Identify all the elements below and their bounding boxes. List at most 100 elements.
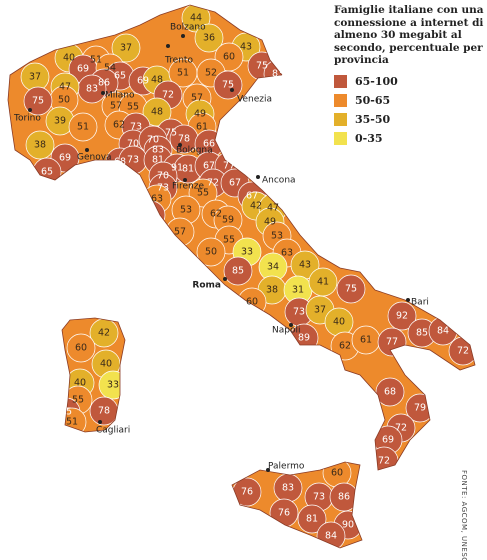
province-value: 43 — [240, 42, 252, 53]
province-value: 34 — [267, 262, 279, 273]
province-value: 51 — [90, 55, 102, 66]
province-value: 52 — [205, 68, 217, 79]
province-value: 89 — [298, 333, 310, 344]
province-value: 65 — [114, 71, 126, 82]
legend-item: 50-65 — [334, 91, 398, 110]
province-value: 91 — [171, 163, 183, 174]
province-value: 81 — [306, 514, 318, 525]
province-value: 57 — [110, 101, 122, 112]
province-value: 81 — [182, 164, 194, 175]
province-value: 53 — [271, 231, 283, 242]
province-value: 82 — [145, 210, 157, 221]
city-label: Milano — [105, 91, 135, 101]
province-value: 78 — [98, 406, 110, 417]
province-value: 75 — [222, 80, 234, 91]
legend-label: 35-50 — [355, 113, 391, 126]
province-value: 50 — [205, 247, 217, 258]
province-value: 53 — [180, 205, 192, 216]
province-value: 72 — [378, 456, 390, 467]
city-dot — [101, 91, 105, 95]
province-value: 75 — [165, 128, 177, 139]
province-value: 86 — [338, 492, 350, 503]
legend-item: 0-35 — [334, 129, 398, 148]
province-value: 51 — [66, 417, 78, 428]
province-value: 77 — [386, 337, 398, 348]
province-value: 75 — [256, 61, 268, 72]
province-value: 92 — [396, 311, 408, 322]
province-value: 48 — [151, 107, 163, 118]
cities: Bolzano Trento Venezia Milano Torino Genova Bo… — [13, 23, 429, 472]
province-value: 73 — [127, 155, 139, 166]
province-value: 60 — [75, 343, 87, 354]
province-value: 73 — [157, 183, 169, 194]
city-dot — [28, 108, 32, 112]
province — [297, 504, 327, 534]
province-value: 55 — [197, 188, 209, 199]
province-value: 81 — [152, 155, 164, 166]
province — [68, 112, 98, 142]
province — [196, 237, 226, 267]
province-value: 42 — [250, 201, 262, 212]
province — [223, 256, 253, 286]
province — [23, 86, 53, 116]
province-value: 67 — [246, 191, 258, 202]
province-value: 66 — [203, 139, 215, 150]
city-dot — [266, 468, 270, 472]
legend-label: 0-35 — [355, 132, 383, 145]
province-value: 76 — [278, 508, 290, 519]
province-value: 68 — [114, 157, 126, 168]
province-value: 76 — [241, 487, 253, 498]
city-dot — [166, 44, 170, 48]
province-value: 70 — [147, 135, 159, 146]
province-value: 90 — [342, 520, 354, 531]
legend-swatch — [334, 75, 347, 88]
province-value: 38 — [34, 140, 46, 151]
legend-swatch — [334, 132, 347, 145]
province-value: 43 — [299, 260, 311, 271]
province-value: 62 — [113, 120, 125, 131]
city-dot — [289, 323, 293, 327]
province-value: 84 — [437, 326, 449, 337]
province-value: 69 — [59, 153, 71, 164]
city-label: Venezia — [237, 95, 272, 105]
province-value: 79 — [414, 403, 426, 414]
city-label: Bari — [411, 298, 429, 308]
province-value: 33 — [241, 247, 253, 258]
province — [25, 130, 55, 160]
province-value: 77 — [223, 161, 235, 172]
province-value: 73 — [313, 492, 325, 503]
province-value: 37 — [29, 72, 41, 83]
city-label: Bolzano — [170, 23, 206, 33]
province — [111, 33, 141, 63]
province-value: 48 — [151, 75, 163, 86]
province-value: 63 — [151, 194, 163, 205]
province-value: 31 — [292, 285, 304, 296]
province-value: 59 — [222, 215, 234, 226]
city-label: Cagliari — [96, 426, 130, 436]
city-label: Napoli — [272, 326, 300, 336]
province-value: 84 — [325, 531, 337, 542]
title: Famiglie italiane con una connessione a … — [334, 4, 484, 66]
city-dot — [98, 420, 102, 424]
province-value: 50 — [58, 95, 70, 106]
city-label: Torino — [13, 114, 41, 124]
legend-swatch — [334, 94, 347, 107]
province-value: 40 — [63, 53, 75, 64]
province-value: 61 — [360, 335, 372, 346]
legend-swatch — [334, 113, 347, 126]
province-value: 40 — [333, 317, 345, 328]
province-value: 72 — [162, 90, 174, 101]
province — [142, 97, 172, 127]
city-label: Genova — [77, 153, 112, 163]
province-value: 36 — [203, 33, 215, 44]
city-dot — [406, 298, 410, 302]
province-value: 65 — [60, 407, 72, 418]
province-value: 49 — [194, 109, 206, 120]
province-value: 62 — [210, 209, 222, 220]
province-value: 60 — [223, 52, 235, 63]
province-value: 51 — [77, 122, 89, 133]
province-value: 49 — [264, 217, 276, 228]
